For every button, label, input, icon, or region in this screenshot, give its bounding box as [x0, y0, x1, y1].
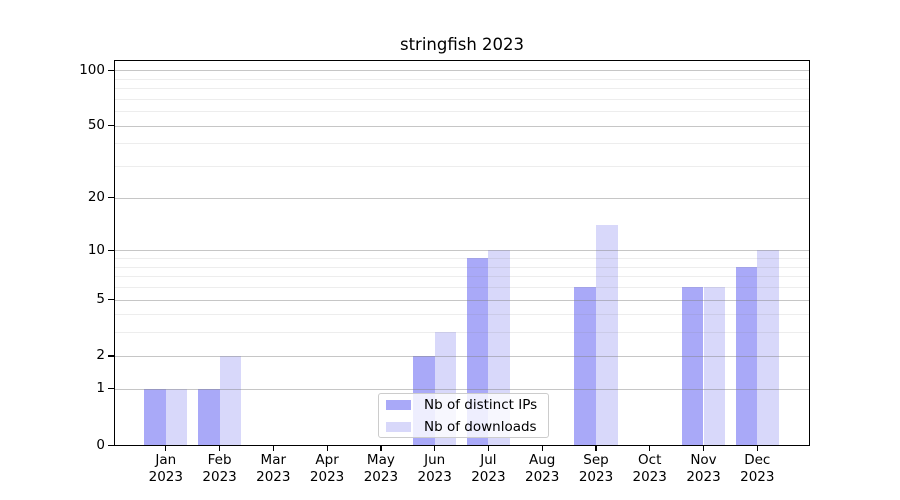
x-tick-label-oct: Oct 2023	[618, 452, 682, 486]
x-tick-label-apr: Apr 2023	[295, 452, 359, 486]
x-tick-mar	[272, 446, 274, 451]
x-tick-label-nov: Nov 2023	[672, 452, 736, 486]
x-tick-label-jun: Jun 2023	[403, 452, 467, 486]
x-tick-label-year: 2023	[740, 469, 775, 485]
x-tick-label-month: May	[366, 452, 395, 468]
y-tick-label-100: 100	[79, 61, 105, 78]
legend-swatch-downloads	[386, 421, 411, 432]
x-tick-label-year: 2023	[632, 469, 667, 485]
y-tick-100	[108, 69, 114, 71]
x-tick-jun	[434, 446, 436, 451]
bar-downloads-dec	[757, 250, 779, 445]
x-tick-label-month: Feb	[207, 452, 232, 468]
y-tick-label-1: 1	[96, 380, 105, 397]
x-tick-label-year: 2023	[417, 469, 452, 485]
x-tick-may	[380, 446, 382, 451]
legend-swatch-distinct-ips	[386, 399, 411, 410]
x-tick-label-year: 2023	[256, 469, 291, 485]
x-tick-label-year: 2023	[471, 469, 506, 485]
x-tick-label-month: Jun	[424, 452, 446, 468]
x-tick-oct	[649, 446, 651, 451]
legend: Nb of distinct IPs Nb of downloads	[378, 393, 549, 438]
x-tick-apr	[326, 446, 328, 451]
x-tick-label-year: 2023	[686, 469, 721, 485]
x-tick-label-year: 2023	[578, 469, 614, 485]
x-tick-label-jul: Jul 2023	[456, 452, 520, 486]
x-tick-label-jan: Jan 2023	[134, 452, 198, 486]
y-tick-2	[108, 355, 114, 357]
x-tick-label-year: 2023	[148, 469, 183, 485]
legend-item-downloads: Nb of downloads	[386, 418, 542, 436]
x-tick-label-year: 2023	[309, 469, 345, 485]
chart-title: stringfish 2023	[399, 35, 525, 54]
legend-label-downloads: Nb of downloads	[424, 418, 537, 435]
bar-distinct-ips-dec	[735, 266, 758, 445]
bar-distinct-ips-nov	[681, 286, 704, 445]
y-tick-label-2: 2	[96, 347, 105, 364]
y-tick-10	[108, 249, 114, 251]
y-tick-0	[108, 444, 114, 446]
x-tick-label-month: Sep	[583, 452, 609, 468]
y-tick-1	[108, 388, 114, 390]
bar-downloads-sep	[596, 225, 618, 445]
y-tick-20	[108, 197, 114, 199]
y-tick-label-0: 0	[96, 436, 105, 453]
x-tick-label-aug: Aug 2023	[510, 452, 574, 486]
x-tick-label-year: 2023	[202, 469, 237, 485]
x-tick-aug	[541, 446, 543, 451]
legend-item-distinct-ips: Nb of distinct IPs	[386, 396, 542, 414]
bar-downloads-nov	[703, 286, 726, 445]
y-tick-label-10: 10	[87, 241, 105, 258]
x-tick-label-month: Jul	[480, 452, 497, 468]
x-tick-label-sep: Sep 2023	[564, 452, 628, 486]
x-tick-label-may: May 2023	[349, 452, 413, 486]
bar-distinct-ips-sep	[574, 286, 596, 445]
bar-distinct-ips-feb	[198, 388, 220, 445]
y-tick-50	[108, 125, 114, 127]
plot-area	[114, 60, 810, 446]
x-tick-jan	[165, 446, 167, 451]
y-tick-label-50: 50	[87, 117, 105, 134]
x-tick-label-month: Mar	[260, 452, 287, 468]
x-tick-label-year: 2023	[363, 469, 399, 485]
x-tick-jul	[487, 446, 490, 451]
x-tick-label-month: Nov	[690, 452, 717, 468]
x-tick-label-dec: Dec 2023	[725, 452, 789, 486]
bar-downloads-jan	[165, 388, 188, 445]
y-tick-label-5: 5	[96, 291, 105, 307]
x-tick-label-month: Apr	[315, 452, 339, 468]
x-tick-label-month: Dec	[744, 452, 771, 468]
x-tick-label-year: 2023	[525, 469, 560, 485]
bar-layer	[115, 61, 809, 445]
x-tick-dec	[756, 446, 758, 451]
y-tick-5	[108, 299, 114, 301]
y-tick-label-20: 20	[87, 189, 105, 206]
x-tick-label-month: Aug	[529, 452, 556, 468]
x-tick-nov	[702, 446, 705, 451]
x-tick-sep	[595, 446, 597, 451]
x-tick-label-feb: Feb 2023	[188, 452, 252, 486]
bar-distinct-ips-jan	[144, 388, 166, 445]
x-tick-label-month: Jan	[155, 452, 177, 468]
x-tick-feb	[219, 446, 221, 451]
x-tick-label-mar: Mar 2023	[241, 452, 305, 486]
x-tick-label-month: Oct	[638, 452, 662, 468]
bar-downloads-feb	[219, 355, 242, 445]
legend-label-distinct-ips: Nb of distinct IPs	[424, 396, 538, 413]
